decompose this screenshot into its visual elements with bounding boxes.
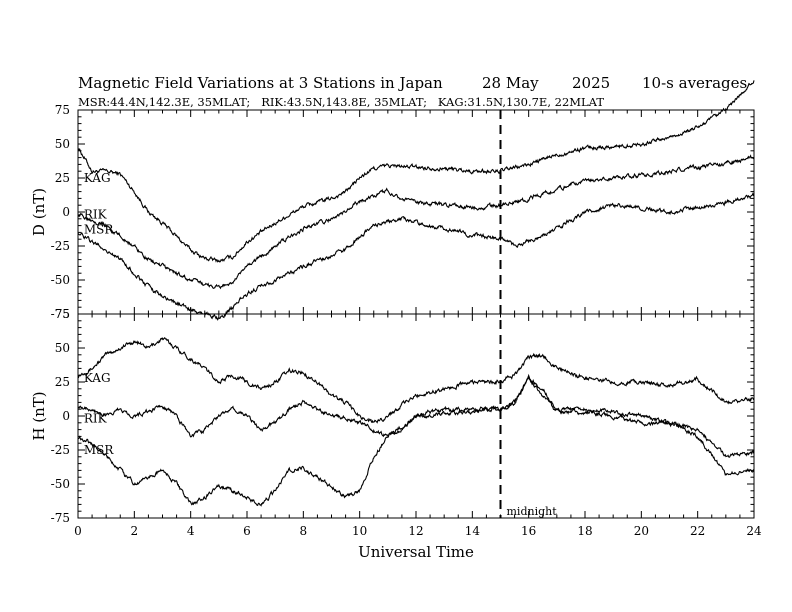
y-axis-label-d: D (nT): [30, 188, 48, 236]
midnight-label: midnight: [507, 505, 558, 518]
y-tick-label: -75: [51, 511, 70, 525]
x-tick-label: 24: [746, 524, 762, 538]
series-line-rik: [77, 154, 755, 290]
chart-subtitle: MSR:44.4N,142.3E, 35MLAT; RIK:43.5N,143.…: [78, 95, 604, 109]
series-line-kag: [77, 80, 755, 263]
x-tick-label: 22: [690, 524, 705, 538]
y-tick-label: 50: [55, 341, 70, 355]
y-tick-label: 25: [55, 171, 70, 185]
chart-averaging: 10-s averages: [642, 74, 747, 92]
chart-date: 28 May: [482, 74, 539, 92]
station-label-kag: KAG: [84, 371, 111, 385]
station-label-kag: KAG: [84, 171, 111, 185]
y-axis-label-h: H (nT): [30, 391, 48, 440]
chart-year: 2025: [572, 74, 610, 92]
chart-title: Magnetic Field Variations at 3 Stations …: [78, 74, 443, 92]
y-tick-label: 25: [55, 375, 70, 389]
x-axis-label: Universal Time: [358, 543, 474, 561]
y-tick-label: 0: [62, 409, 70, 423]
station-label-msr: MSR: [84, 223, 115, 237]
series-line-msr: [77, 373, 755, 507]
y-tick-label: -50: [51, 477, 70, 491]
x-tick-label: 10: [352, 524, 367, 538]
y-tick-label: -75: [51, 307, 70, 321]
panel-d-frame: [77, 109, 755, 315]
station-label-rik: RIK: [84, 412, 108, 426]
y-tick-label: 75: [55, 307, 70, 321]
station-label-msr: MSR: [84, 443, 115, 457]
series-line-rik: [77, 376, 755, 458]
y-tick-label: 50: [55, 137, 70, 151]
x-tick-label: 20: [634, 524, 649, 538]
x-tick-label: 2: [131, 524, 139, 538]
x-tick-label: 8: [300, 524, 308, 538]
x-tick-label: 12: [408, 524, 423, 538]
series-line-kag: [77, 337, 755, 424]
station-label-rik: RIK: [84, 208, 108, 222]
tick-labels: 0 2 4 6 8 10 12 14 16 18 20 22 247550250-25-50-75755…: [51, 103, 762, 538]
x-tick-label: 4: [187, 524, 195, 538]
x-tick-label: 0: [74, 524, 82, 538]
series-lines: [77, 80, 755, 507]
y-tick-label: -50: [51, 273, 70, 287]
y-tick-label: -25: [51, 239, 70, 253]
x-tick-label: 18: [577, 524, 592, 538]
y-tick-label: 0: [62, 205, 70, 219]
y-tick-label: 75: [55, 103, 70, 117]
x-tick-label: 14: [465, 524, 481, 538]
y-tick-label: -25: [51, 443, 70, 457]
x-tick-label: 16: [521, 524, 536, 538]
x-tick-label: 6: [243, 524, 251, 538]
series-line-msr: [77, 192, 755, 321]
